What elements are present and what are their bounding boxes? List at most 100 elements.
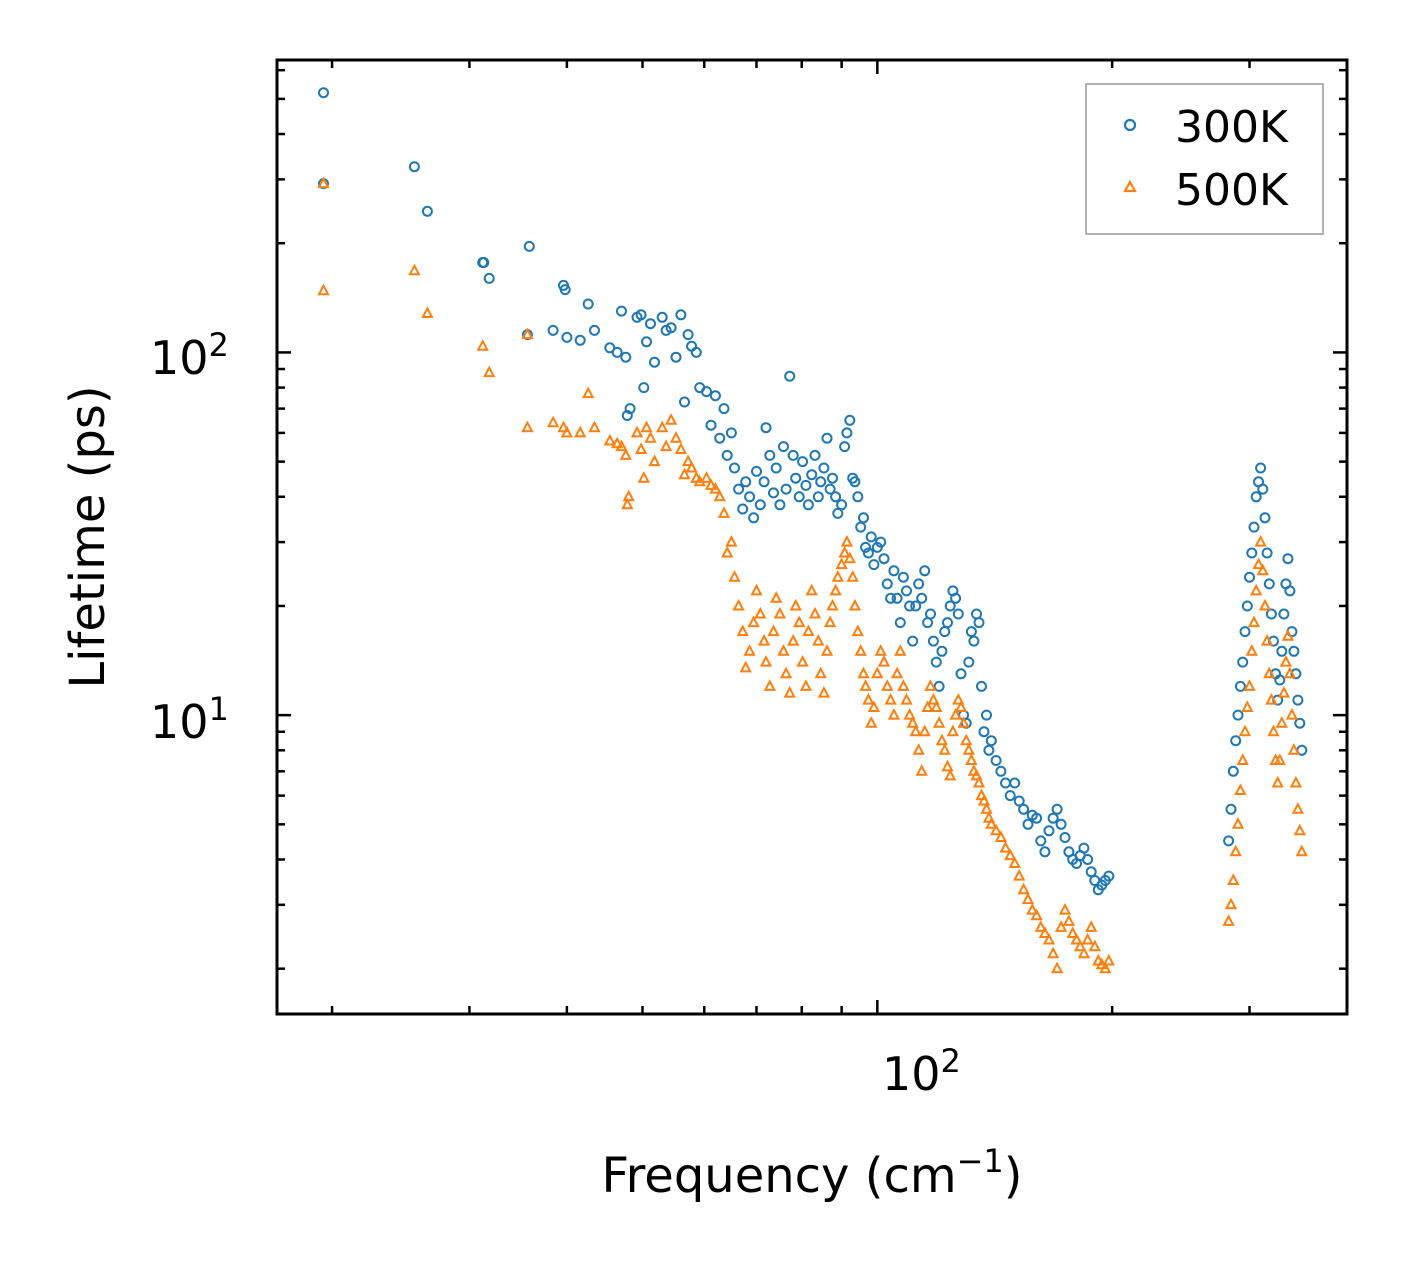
data-point-500k [793,615,806,628]
data-point-500k [924,679,937,691]
data-point-500k [884,692,897,705]
data-point-500k [1265,692,1278,705]
data-point-300k [1232,709,1244,721]
data-point-500k [767,624,780,637]
data-point-500k [838,545,851,558]
data-point-500k [770,591,783,603]
data-point-500k [938,743,951,755]
data-point-500k [634,442,648,454]
data-point-300k [919,565,931,577]
data-point-300k [721,449,733,461]
data-point-500k [1026,902,1039,915]
data-point-300k [1085,866,1097,878]
data-point-500k [759,654,773,667]
data-point-500k [1042,932,1056,945]
data-point-500k [546,415,560,428]
data-point-300k [733,483,745,495]
data-point-500k [817,685,831,698]
data-point-300k [910,600,922,612]
data-point-300k [1274,674,1286,686]
data-point-500k [476,339,489,351]
data-point-300k [1022,818,1034,830]
data-point-500k [887,707,901,720]
data-point-500k [1102,953,1115,966]
legend: 300K 500K [1085,83,1324,235]
data-point-500k [949,707,962,720]
data-point-500k [725,534,738,547]
data-point-500k [965,753,978,765]
data-point-500k [1236,753,1249,765]
data-point-500k [1229,844,1242,857]
data-point-500k [1243,679,1256,691]
data-point-500k [1277,685,1291,698]
data-point-300k [888,565,900,577]
data-point-500k [611,436,624,449]
data-point-300k [709,390,721,402]
data-point-300k [682,329,694,341]
data-point-300k [963,656,975,668]
data-point-300k [1265,608,1277,620]
data-point-500k [994,830,1008,842]
data-point-300k [904,600,916,612]
data-point-300k [1078,842,1090,854]
data-point-500k [739,660,752,673]
data-point-300k [1292,694,1304,706]
data-point-300k [645,318,656,330]
data-point-500k [915,764,928,776]
data-point-500k [820,644,834,656]
data-point-500k [854,644,867,656]
data-point-300k [901,585,912,597]
data-point-500k [1234,783,1247,795]
data-point-300k [952,608,964,620]
data-point-500k [840,534,854,547]
data-point-300k [635,309,647,321]
data-point-500k [713,489,726,502]
data-point-500k [754,606,767,619]
data-point-300k [582,298,594,310]
data-point-500k [1058,902,1072,915]
data-point-500k [1222,914,1235,926]
data-point-300k [907,635,919,647]
data-point-300k [1255,462,1267,474]
data-point-500k [619,448,632,460]
data-point-300k [983,744,995,756]
data-point-300k [1103,870,1115,882]
data-point-300k [748,512,760,524]
legend-marker-500k [1123,179,1137,193]
data-point-300k [976,680,987,692]
data-point-500k [621,497,634,510]
data-point-500k [557,420,570,433]
data-point-500k [317,176,330,189]
data-point-300k [927,635,939,647]
data-point-500k [877,654,891,667]
data-point-300k [770,462,782,474]
data-point-500k [777,644,790,656]
data-point-500k [962,743,975,755]
data-point-500k [664,413,678,425]
data-point-300k [916,592,928,604]
data-point-500k [972,775,986,788]
data-point-300k [670,351,682,363]
data-point-500k [954,700,968,712]
data-point-500k [1252,557,1265,570]
data-point-300k [868,559,880,571]
data-point-300k [1237,656,1249,668]
data-point-300k [483,272,495,284]
data-point-500k [900,692,913,705]
data-point-300k [764,449,776,461]
data-point-300k [641,336,652,348]
data-point-500k [1260,633,1274,646]
data-point-500k [1054,920,1068,932]
data-point-500k [717,506,731,518]
data-point-300k [849,476,861,488]
data-point-300k [881,578,893,590]
data-point-300k [1013,795,1025,807]
data-point-500k [615,439,628,452]
data-point-500k [941,759,954,772]
data-point-300k [1250,491,1262,503]
data-point-500k [1231,817,1245,829]
data-point-500k [644,431,657,443]
data-point-300k [656,311,668,323]
data-point-300k [780,483,792,495]
data-point-300k [725,427,737,439]
